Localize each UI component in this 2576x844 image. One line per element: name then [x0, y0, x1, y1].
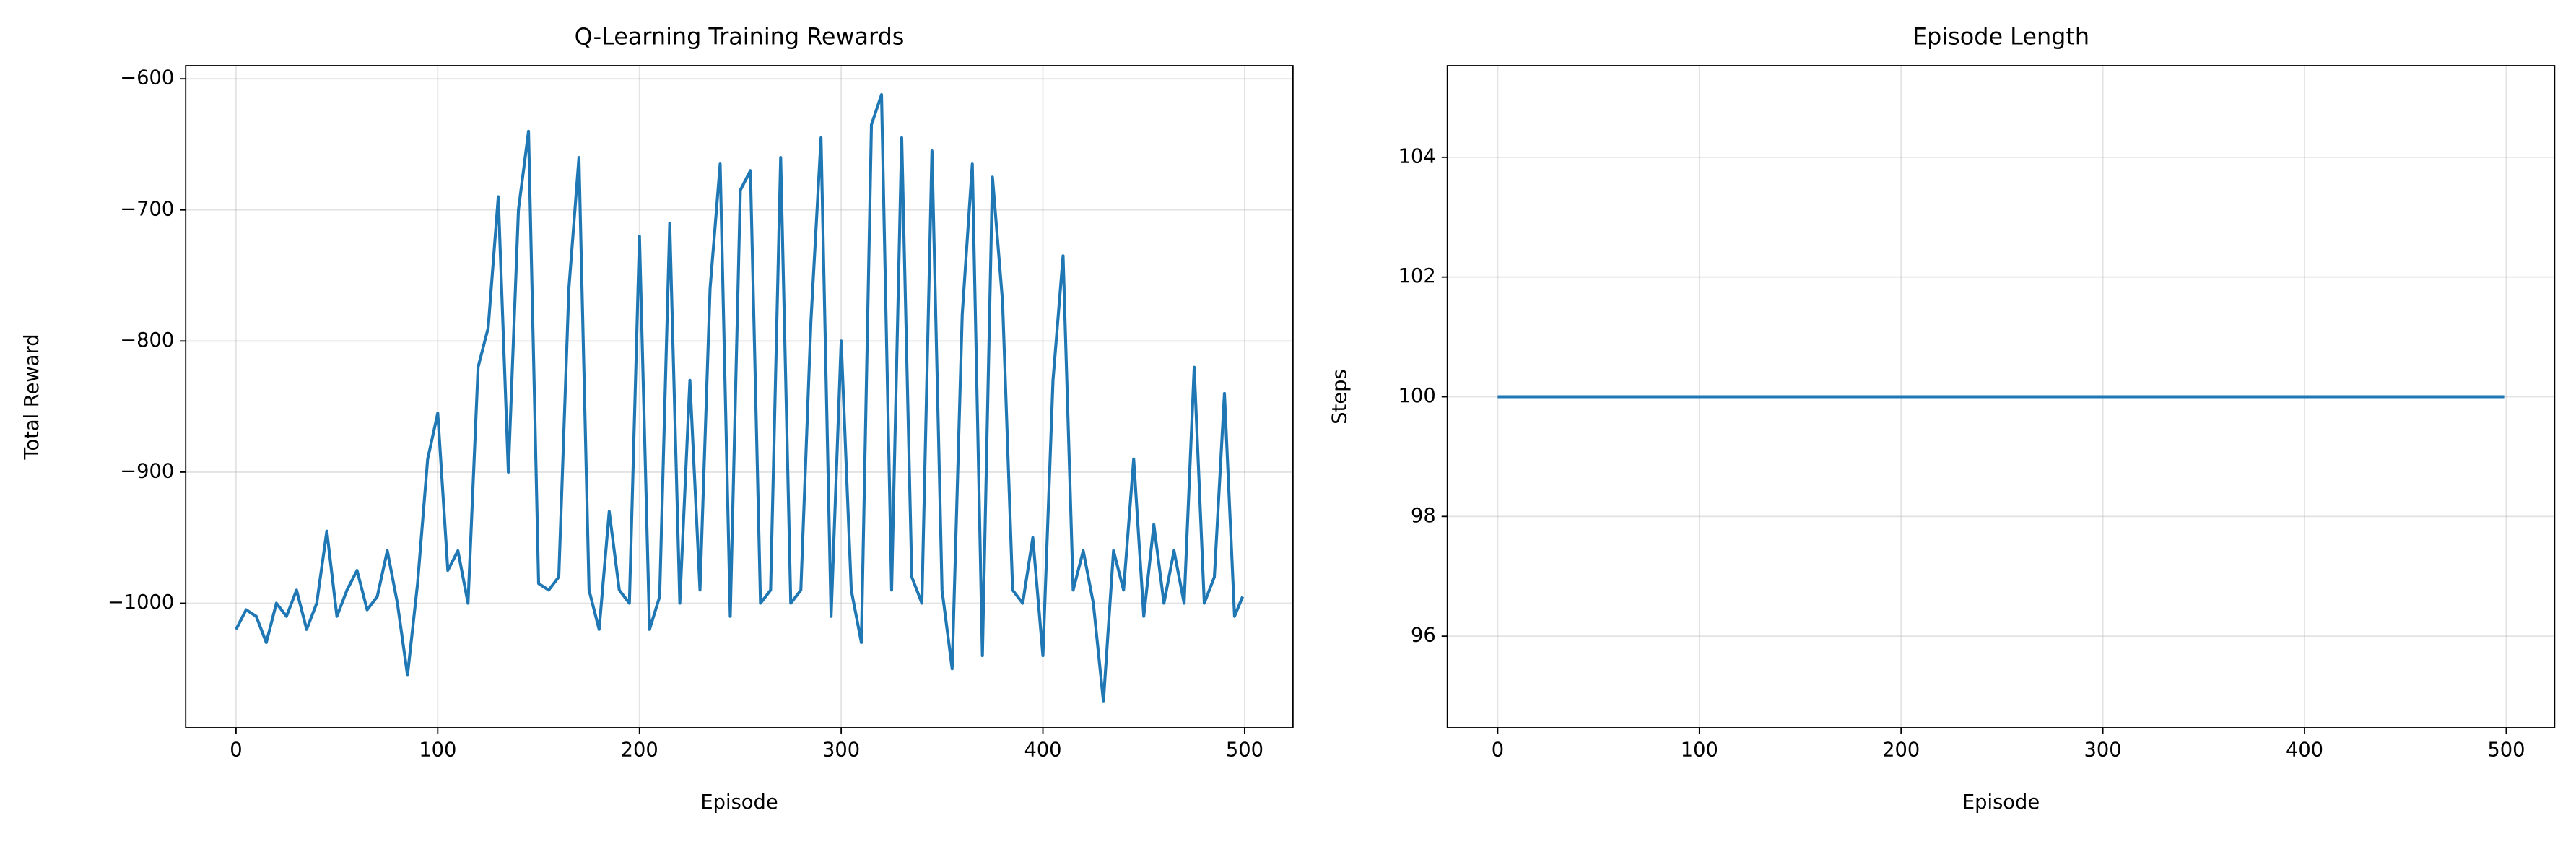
x-tick-label: 400	[2286, 739, 2323, 761]
y-axis-label: Total Reward	[21, 334, 43, 460]
x-tick-label: 400	[1024, 739, 1061, 761]
y-tick-label: 98	[1411, 505, 1436, 527]
axes-frame	[1446, 65, 2556, 728]
y-tick-label: −800	[120, 329, 174, 352]
y-axis-label: Steps	[1328, 369, 1351, 424]
chart-title: Q-Learning Training Rewards	[575, 22, 905, 50]
x-tick-label: 300	[2084, 739, 2122, 761]
y-tick-label: 102	[1398, 265, 1436, 287]
chart-title: Episode Length	[1913, 22, 2089, 50]
y-tick-label: −900	[120, 460, 174, 482]
x-tick-label: 300	[822, 739, 860, 761]
axes-frame	[185, 65, 1294, 728]
x-tick-label: 500	[1226, 739, 1263, 761]
y-tick-label: 100	[1398, 385, 1436, 407]
x-tick-label: 200	[1882, 739, 1920, 761]
y-tick-label: −1000	[108, 591, 174, 614]
y-tick-label: −700	[120, 198, 174, 220]
y-tick-label: 104	[1398, 145, 1436, 168]
y-tick-label: 96	[1411, 625, 1436, 647]
y-tick-label: −600	[120, 67, 174, 90]
x-tick-label: 200	[621, 739, 658, 761]
x-axis-label: Episode	[1962, 791, 2040, 814]
x-axis-label: Episode	[700, 791, 778, 814]
x-tick-label: 0	[1492, 739, 1504, 761]
x-tick-label: 0	[230, 739, 242, 761]
x-tick-label: 100	[419, 739, 456, 761]
x-tick-label: 500	[2487, 739, 2525, 761]
data-line	[235, 92, 1245, 703]
x-tick-label: 100	[1681, 739, 1718, 761]
